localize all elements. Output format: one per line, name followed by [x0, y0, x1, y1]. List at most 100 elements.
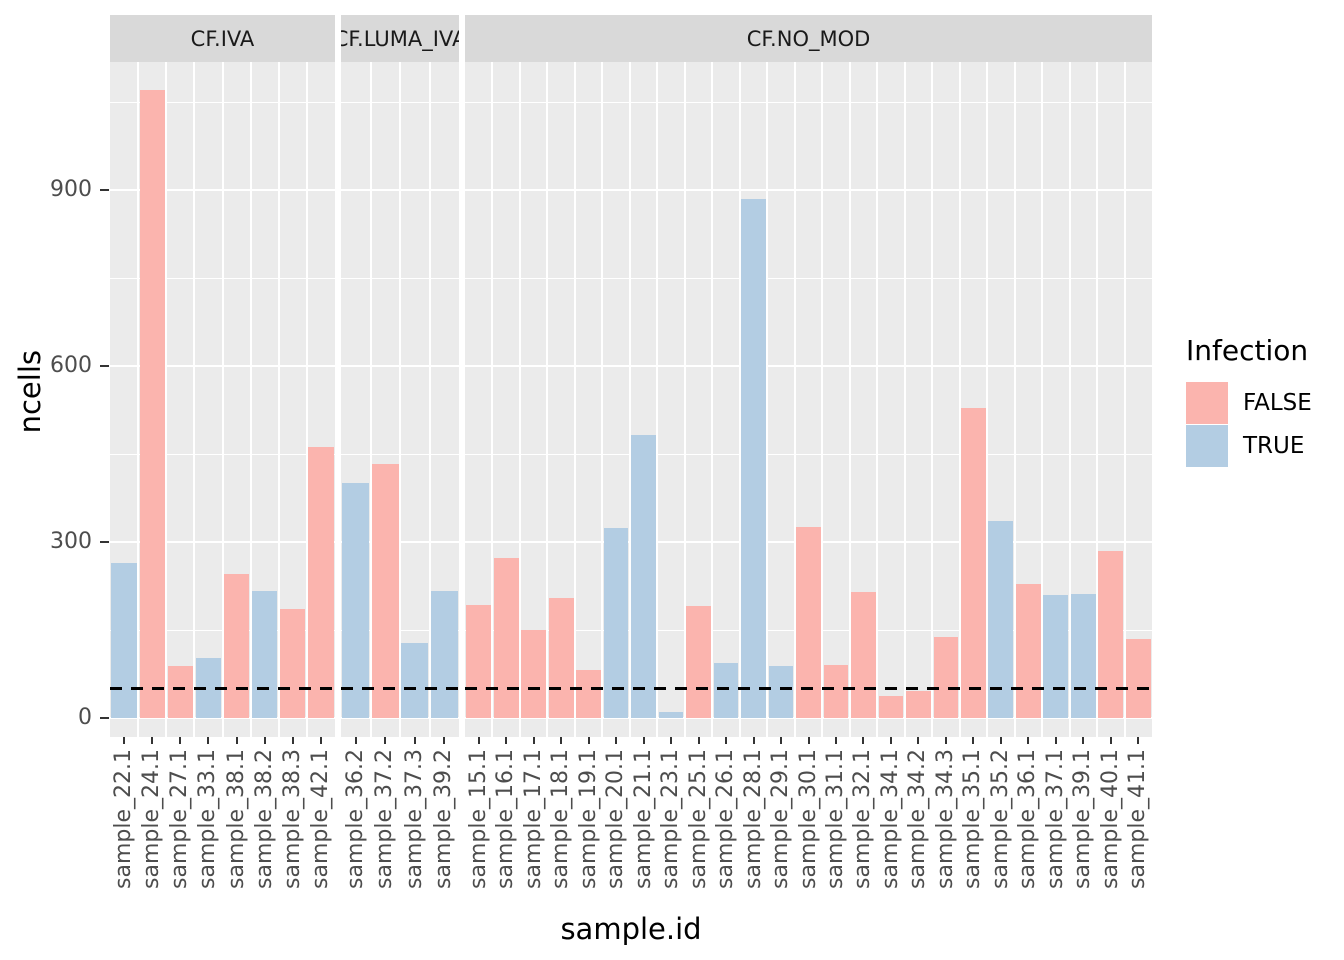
- gridline-vertical: [656, 62, 659, 737]
- gridline-vertical: [399, 62, 401, 737]
- x-tick-mark: [752, 737, 755, 744]
- bar: [167, 666, 193, 718]
- gridline-vertical: [1068, 62, 1071, 737]
- gridline-vertical: [249, 62, 252, 737]
- gridline-vertical: [277, 62, 280, 737]
- bar: [139, 90, 165, 718]
- bar: [658, 711, 684, 718]
- bar: [342, 483, 370, 718]
- x-tick-mark: [670, 737, 673, 744]
- x-tick-mark: [354, 737, 357, 744]
- x-tick-mark: [807, 737, 810, 744]
- x-tick-mark: [123, 737, 126, 744]
- x-tick-mark: [235, 737, 238, 744]
- gridline-vertical: [491, 62, 494, 737]
- bar: [252, 591, 278, 718]
- facet-strip: CF.LUMA_IVA: [341, 15, 459, 62]
- bar: [686, 605, 711, 718]
- gridline-minor: [465, 278, 1152, 279]
- bar: [768, 665, 794, 718]
- x-tick-mark: [642, 737, 645, 744]
- bar: [851, 592, 876, 718]
- gridline-vertical: [793, 62, 796, 737]
- x-tick-mark: [1137, 737, 1140, 744]
- x-tick-mark: [1082, 737, 1085, 744]
- y-tick-label: 300: [50, 529, 92, 554]
- x-tick-mark: [917, 737, 920, 744]
- legend: Infection FALSE TRUE: [1186, 334, 1336, 467]
- gridline-vertical: [369, 62, 372, 737]
- bar: [576, 670, 601, 718]
- x-tick-mark: [889, 737, 892, 744]
- gridline-vertical: [848, 62, 851, 737]
- x-tick-mark: [587, 737, 590, 744]
- x-tick-mark: [862, 737, 865, 744]
- x-tick-mark: [725, 737, 728, 744]
- legend-item-true: TRUE: [1186, 424, 1336, 467]
- bar: [741, 199, 766, 718]
- x-tick-mark: [207, 737, 210, 744]
- gridline-vertical: [601, 62, 604, 737]
- legend-swatch-false-icon: [1186, 381, 1228, 424]
- gridline-vertical: [221, 62, 224, 737]
- legend-swatch-true-icon: [1186, 424, 1228, 467]
- bar: [223, 574, 250, 718]
- x-tick-mark: [999, 737, 1002, 744]
- gridline-vertical: [1041, 62, 1044, 737]
- legend-label-false: FALSE: [1243, 389, 1312, 416]
- gridline-vertical: [738, 62, 741, 737]
- x-tick-mark: [780, 737, 783, 744]
- bar: [493, 558, 519, 718]
- x-tick-mark: [263, 737, 266, 744]
- gridline-vertical: [821, 62, 824, 737]
- bar: [1070, 594, 1096, 718]
- legend-title: Infection: [1186, 334, 1309, 367]
- bar: [521, 630, 547, 718]
- gridline-vertical: [1096, 62, 1099, 737]
- gridline-vertical: [305, 62, 308, 737]
- bar: [1098, 551, 1124, 718]
- x-tick-mark: [505, 737, 508, 744]
- bar: [430, 591, 458, 718]
- gridline-vertical: [428, 62, 431, 737]
- y-tick-mark: [100, 541, 109, 543]
- bar: [933, 637, 959, 718]
- gridline-vertical: [958, 62, 961, 737]
- y-tick-mark: [100, 717, 109, 719]
- bar: [631, 435, 656, 718]
- legend-label-true: TRUE: [1243, 432, 1305, 459]
- gridline-vertical: [986, 62, 989, 737]
- gridline-vertical: [876, 62, 879, 737]
- x-tick-mark: [179, 737, 182, 744]
- bar: [906, 691, 931, 718]
- facet-panel: [465, 62, 1152, 737]
- gridline-vertical: [546, 62, 549, 737]
- x-tick-mark: [1027, 737, 1030, 744]
- reference-line-dashed: [110, 687, 335, 691]
- bar: [988, 520, 1014, 718]
- bar: [371, 463, 399, 718]
- gridline-major: [465, 365, 1152, 367]
- gridline-vertical: [573, 62, 576, 737]
- bar: [111, 562, 137, 718]
- gridline-major: [465, 189, 1152, 191]
- gridline-vertical: [931, 62, 934, 737]
- x-tick-mark: [560, 737, 563, 744]
- x-tick-mark: [413, 737, 416, 744]
- bar: [466, 604, 492, 718]
- gridline-vertical: [903, 62, 906, 737]
- facet-panel: [110, 62, 335, 737]
- facet-strip: CF.IVA: [110, 15, 335, 62]
- reference-line-dashed: [341, 687, 459, 691]
- x-tick-mark: [834, 737, 837, 744]
- x-tick-mark: [1054, 737, 1057, 744]
- x-tick-mark: [151, 737, 154, 744]
- bar: [280, 609, 306, 718]
- gridline-vertical: [628, 62, 631, 737]
- y-tick-label: 0: [78, 705, 92, 730]
- x-tick-mark: [532, 737, 535, 744]
- x-tick-mark: [384, 737, 387, 744]
- gridline-minor: [465, 102, 1152, 103]
- x-tick-mark: [477, 737, 480, 744]
